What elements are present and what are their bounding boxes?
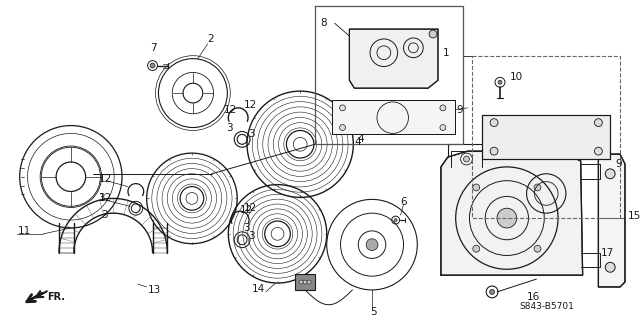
Circle shape (605, 262, 615, 272)
Circle shape (463, 156, 470, 162)
Circle shape (490, 119, 498, 127)
Text: S843-B5701: S843-B5701 (520, 302, 575, 311)
Text: 12: 12 (244, 203, 257, 213)
FancyBboxPatch shape (295, 274, 315, 290)
Circle shape (490, 289, 495, 294)
Text: 1: 1 (443, 48, 449, 58)
Text: 3: 3 (248, 231, 255, 241)
Circle shape (366, 239, 378, 250)
Text: FR.: FR. (47, 292, 65, 302)
Text: 4: 4 (357, 134, 364, 145)
Text: 10: 10 (510, 72, 523, 82)
Circle shape (150, 63, 155, 68)
Text: 3: 3 (101, 210, 108, 220)
Polygon shape (483, 115, 610, 159)
Circle shape (340, 125, 346, 130)
Circle shape (534, 245, 541, 252)
Text: 3: 3 (99, 193, 105, 204)
Text: 5: 5 (370, 307, 377, 316)
Text: 13: 13 (148, 285, 161, 295)
Text: 14: 14 (252, 284, 265, 294)
Polygon shape (598, 154, 625, 287)
Text: 3: 3 (248, 130, 255, 139)
Text: 12: 12 (99, 193, 111, 204)
Polygon shape (349, 29, 438, 88)
Text: 6: 6 (401, 197, 407, 207)
Circle shape (299, 280, 303, 284)
Text: 17: 17 (600, 248, 614, 257)
Text: 9: 9 (457, 105, 463, 115)
Text: 12: 12 (223, 105, 237, 115)
Circle shape (534, 184, 541, 191)
Circle shape (340, 105, 346, 111)
Circle shape (605, 169, 615, 179)
Circle shape (595, 119, 602, 127)
Circle shape (498, 80, 502, 84)
Text: 7: 7 (150, 43, 157, 53)
Circle shape (497, 208, 516, 228)
Circle shape (440, 105, 446, 111)
Text: 11: 11 (18, 226, 31, 236)
Text: 12: 12 (240, 205, 253, 215)
Circle shape (394, 219, 397, 221)
Circle shape (473, 245, 480, 252)
Circle shape (490, 147, 498, 155)
Text: 4: 4 (355, 137, 361, 147)
Text: 3: 3 (243, 223, 250, 233)
Circle shape (440, 125, 446, 130)
Text: 16: 16 (527, 292, 540, 302)
Circle shape (303, 280, 307, 284)
Circle shape (473, 184, 480, 191)
Text: 9: 9 (615, 159, 621, 169)
Circle shape (429, 30, 437, 38)
Circle shape (307, 280, 311, 284)
Text: 3: 3 (227, 122, 233, 132)
Text: 8: 8 (320, 18, 326, 28)
Text: 12: 12 (244, 100, 257, 110)
Polygon shape (441, 151, 582, 275)
Circle shape (595, 147, 602, 155)
Text: 15: 15 (628, 211, 640, 221)
Text: 2: 2 (207, 34, 214, 44)
Text: 12: 12 (99, 174, 111, 184)
Polygon shape (332, 100, 454, 134)
